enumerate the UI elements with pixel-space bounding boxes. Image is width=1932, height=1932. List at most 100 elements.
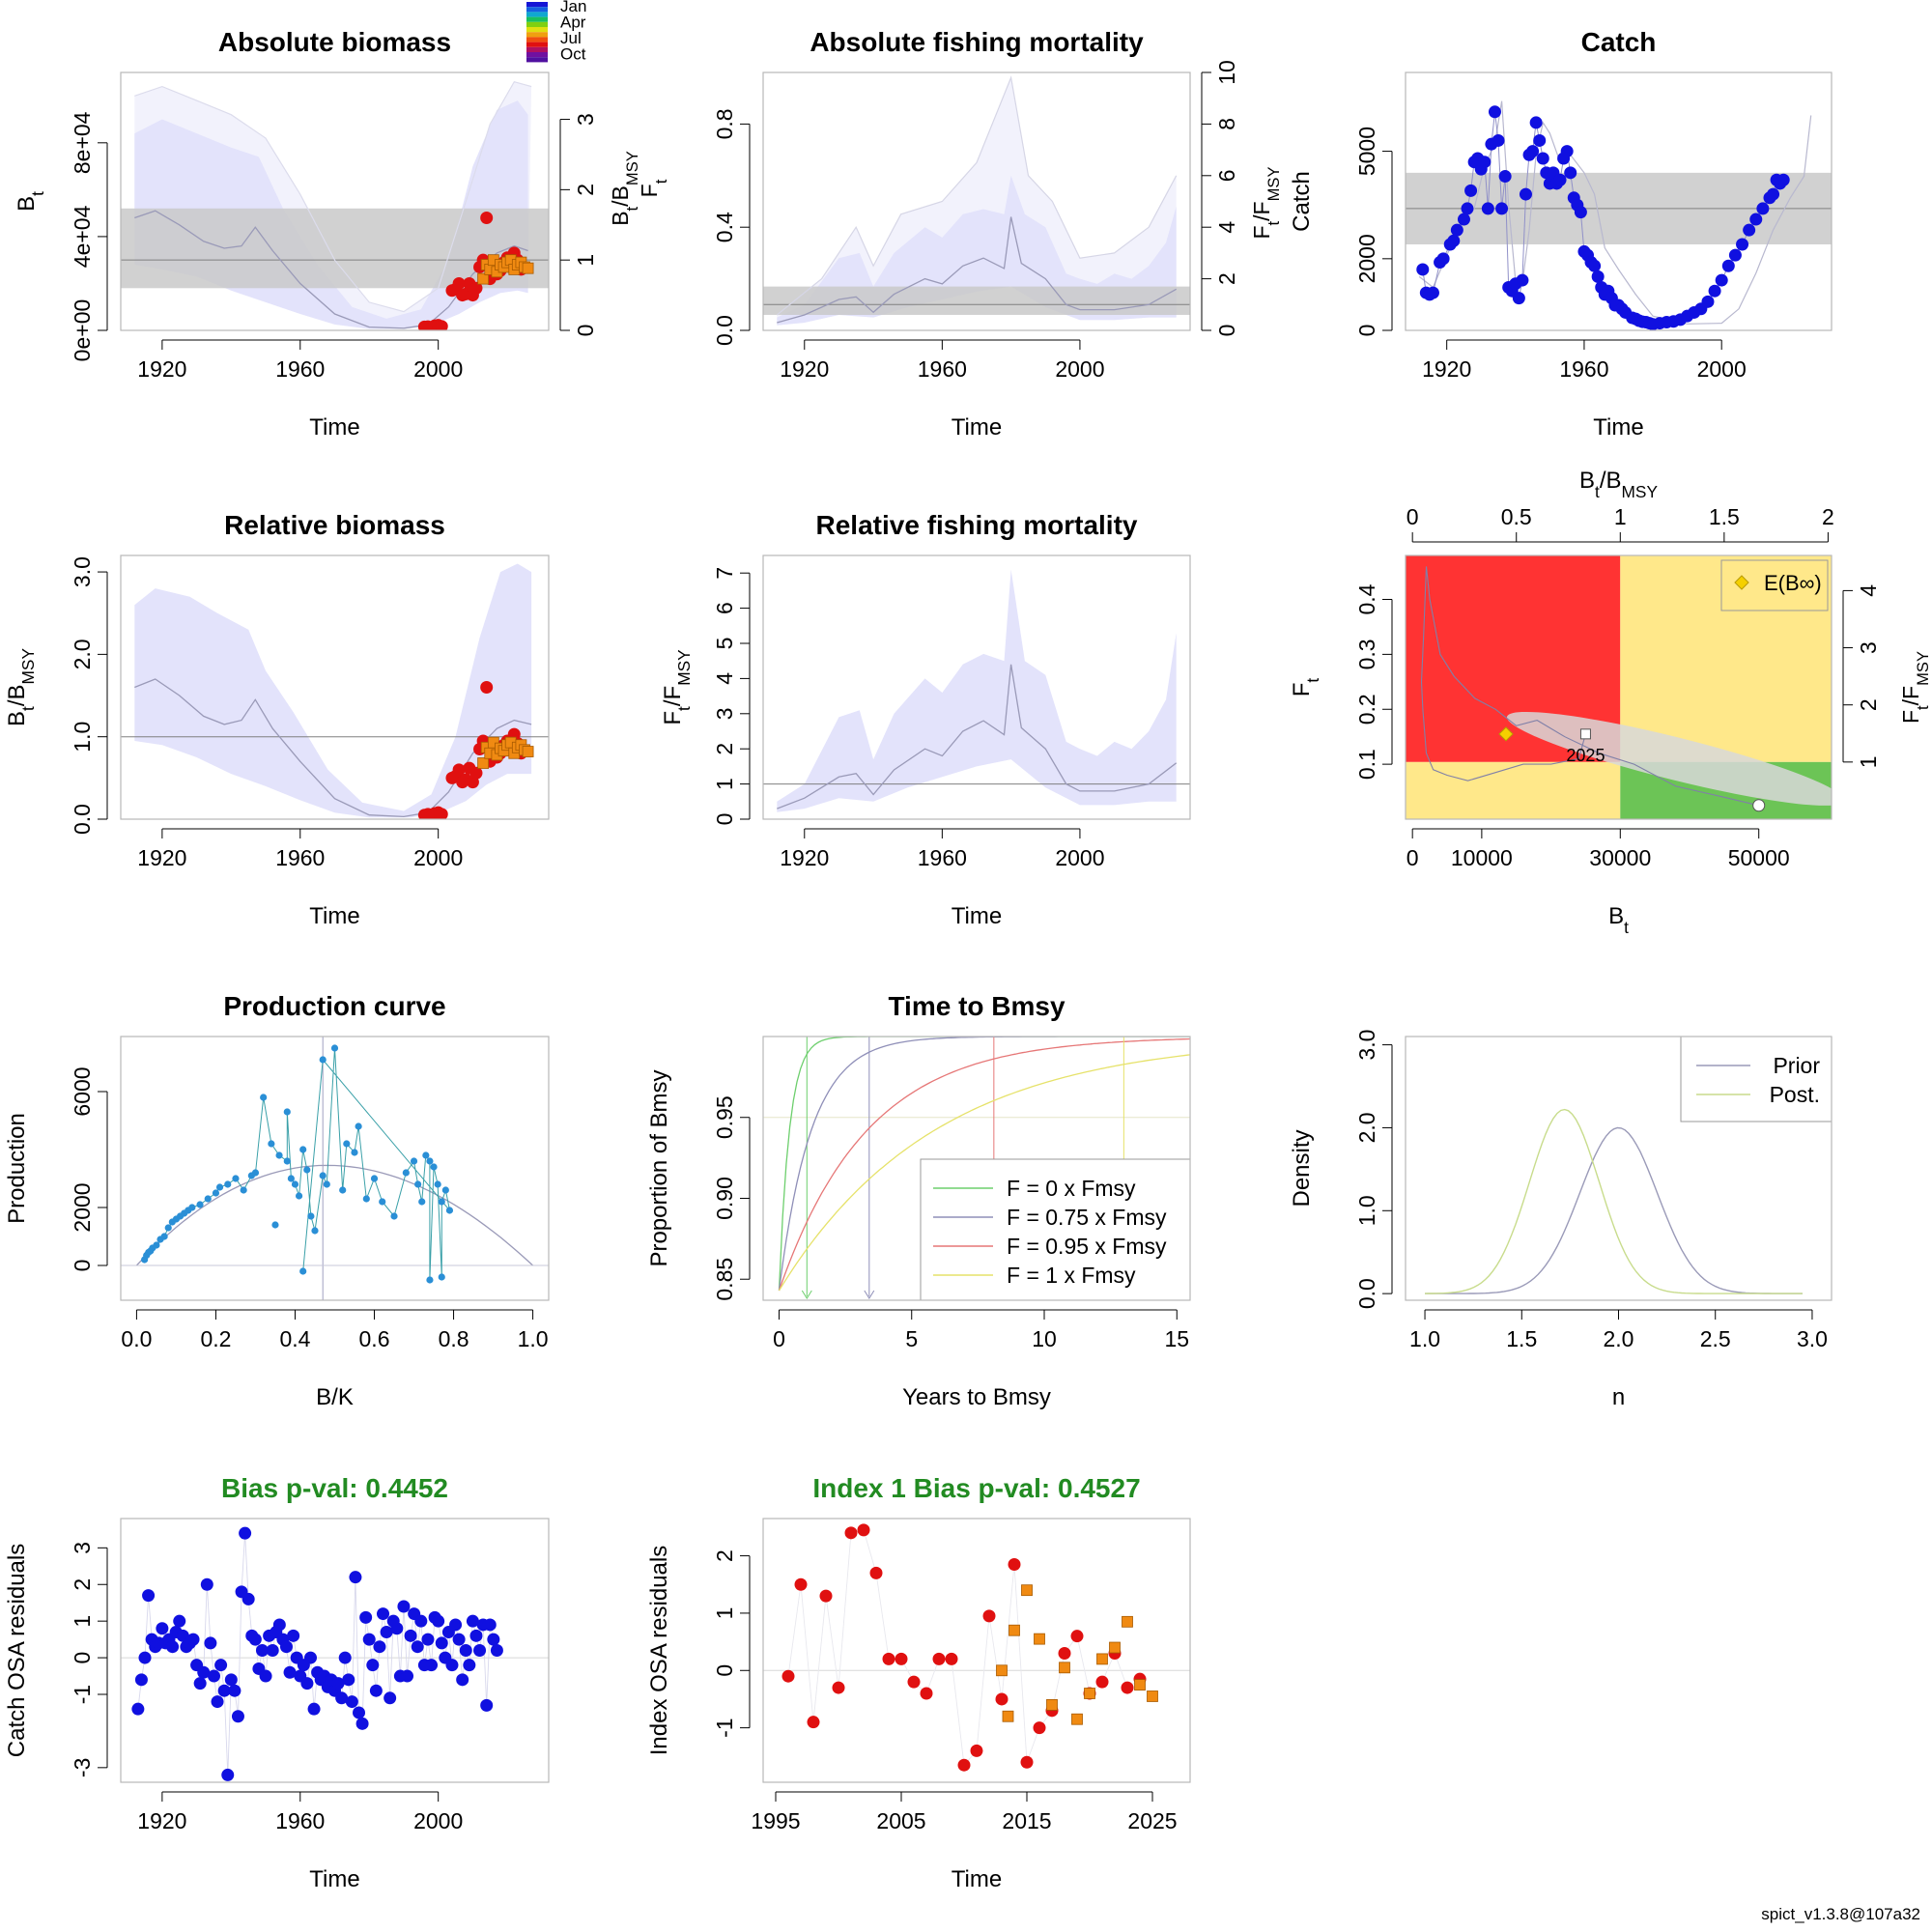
index-resid-point xyxy=(844,1526,858,1540)
rel-fmort-y-tick-label: 2 xyxy=(712,743,737,755)
density-y-tick-label: 1.0 xyxy=(1354,1195,1379,1226)
rel-biomass-x-tick-label: 2000 xyxy=(413,845,463,870)
index-resid-square xyxy=(1021,1584,1033,1597)
index-resid-square xyxy=(1002,1710,1014,1722)
catch-obs-point xyxy=(1721,259,1735,272)
bmsy-curve xyxy=(778,1054,1190,1292)
catch-obs-point xyxy=(1756,202,1770,215)
catch-resid-y-tick-label: 0 xyxy=(70,1652,95,1664)
time-to-bmsy-y-label: Proportion of Bmsy xyxy=(646,1069,672,1266)
production-point xyxy=(260,1094,268,1101)
kobe-y2-tick-label: 3 xyxy=(1856,641,1881,654)
panel-abs-fmort: 1920 1960 2000 0.0 0.4 0.8 0 2 4 6 8 10 Absolute fis… xyxy=(712,27,1283,440)
catch-obs-point xyxy=(1553,173,1567,186)
kobe-legend: E(B∞) xyxy=(1720,559,1829,611)
production-y-tick-label: 0 xyxy=(70,1260,95,1272)
index-resid-point xyxy=(794,1577,808,1591)
abs-fmort-y-tick-label: 0.8 xyxy=(712,108,737,139)
catch-y-label: Catch xyxy=(1289,171,1315,232)
abs-biomass-x-tick-label: 1960 xyxy=(275,356,325,382)
catch-resid-point xyxy=(377,1607,390,1621)
production-point xyxy=(299,1146,307,1153)
catch-resid-point xyxy=(248,1633,262,1646)
catch-x-tick-label: 1960 xyxy=(1559,356,1608,382)
abs-biomass-obs-point xyxy=(469,281,483,295)
rel-fmort-frame xyxy=(762,554,1191,820)
catch-resid-point xyxy=(224,1673,238,1687)
catch-obs-point xyxy=(1743,223,1756,237)
rel-biomass-x-tick-label: 1920 xyxy=(137,845,186,870)
kobe-yellow-zone-lower xyxy=(1406,761,1621,819)
kobe-trajectory-line xyxy=(1420,566,1759,807)
production-title: Production curve xyxy=(223,991,445,1021)
kobe-x-tick-label: 10000 xyxy=(1451,845,1513,870)
index-resid-x-tick-label: 2025 xyxy=(1127,1808,1177,1833)
index-resid-x-label: Time xyxy=(952,1866,1002,1892)
panel-rel-fmort: 1920 1960 2000 0 1 2 3 4 5 6 7 Relative fishing mor… xyxy=(660,510,1191,929)
abs-biomass-obs-square xyxy=(477,272,490,285)
density-frame xyxy=(1405,1036,1833,1301)
time-to-bmsy-y-tick-label: 0.90 xyxy=(712,1177,737,1220)
rel-biomass-plot-area xyxy=(121,563,549,819)
production-point xyxy=(303,1166,311,1174)
abs-fmort-ref-band xyxy=(763,286,1190,315)
production-point xyxy=(330,1044,339,1052)
production-obs-path xyxy=(144,1047,451,1281)
catch-resid-point xyxy=(283,1665,297,1679)
catch-resid-point xyxy=(359,1610,373,1624)
production-x-tick-label: 0.6 xyxy=(359,1326,390,1351)
abs-biomass-obs-point xyxy=(435,320,448,330)
index-resid-point xyxy=(1095,1675,1109,1689)
bmsy-legend-label: F = 1 x Fmsy xyxy=(1007,1263,1136,1288)
catch-resid-point xyxy=(221,1768,235,1781)
month-color-swatch xyxy=(526,46,548,52)
catch-obs-point xyxy=(1536,152,1549,165)
catch-obs-point xyxy=(1481,202,1494,215)
rel-biomass-x-tick-label: 1960 xyxy=(275,845,325,870)
rel-fmort-estimate-line xyxy=(777,664,1178,810)
production-point xyxy=(390,1212,398,1220)
production-x-tick-label: 0.8 xyxy=(439,1326,469,1351)
rel-biomass-y-tick-label: 1.0 xyxy=(70,722,95,753)
panel-catch-resid: 1920 1960 2000 -3 -1 0 1 2 3 Bias p-val: 0.4452 Ti… xyxy=(4,1473,550,1892)
production-point xyxy=(370,1175,379,1182)
index-resid-plot-area xyxy=(763,1523,1190,1772)
catch-resid-point xyxy=(384,1691,397,1705)
catch-resid-point xyxy=(287,1629,300,1642)
catch-resid-point xyxy=(335,1691,349,1705)
abs-biomass-x-tick-label: 2000 xyxy=(413,356,463,382)
catch-resid-point xyxy=(397,1600,411,1613)
index-resid-x-tick-label: 2005 xyxy=(876,1808,925,1833)
catch-obs-point xyxy=(1708,284,1721,298)
abs-biomass-y2-tick-label: 0 xyxy=(573,325,598,337)
production-point xyxy=(164,1224,172,1232)
month-color-swatch xyxy=(526,16,548,22)
rel-fmort-y-tick-label: 6 xyxy=(712,602,737,614)
rel-fmort-ci-band xyxy=(777,569,1177,812)
catch-resid-y-label: Catch OSA residuals xyxy=(4,1544,30,1757)
rel-biomass-obs-point xyxy=(435,808,448,819)
catch-resid-point xyxy=(449,1618,463,1632)
panel-catch: 1920 1960 2000 0 2000 5000 Catch Time Catch xyxy=(1289,27,1833,440)
production-point xyxy=(196,1201,204,1208)
density-legend-label: Post. xyxy=(1770,1082,1820,1107)
index-resid-point xyxy=(781,1669,795,1683)
catch-resid-point xyxy=(373,1640,386,1654)
production-point xyxy=(434,1180,441,1188)
catch-resid-point xyxy=(480,1698,494,1712)
production-point xyxy=(271,1221,279,1229)
rel-biomass-obs-point xyxy=(480,681,494,694)
index-resid-square xyxy=(1122,1615,1133,1628)
index-resid-point xyxy=(882,1652,895,1665)
rel-fmort-title: Relative fishing mortality xyxy=(816,510,1138,540)
production-point xyxy=(323,1180,330,1188)
production-y-tick-label: 6000 xyxy=(70,1066,95,1116)
catch-resid-x-label: Time xyxy=(309,1866,359,1892)
abs-biomass-y-label: Bt xyxy=(14,191,47,212)
kobe-y-tick-label: 0.2 xyxy=(1354,694,1379,724)
catch-resid-point xyxy=(231,1710,244,1723)
rel-biomass-y-label: Bt/BMSY xyxy=(4,648,38,726)
kobe-ebinf-marker xyxy=(1498,726,1514,742)
production-x-tick-label: 0.4 xyxy=(279,1326,310,1351)
